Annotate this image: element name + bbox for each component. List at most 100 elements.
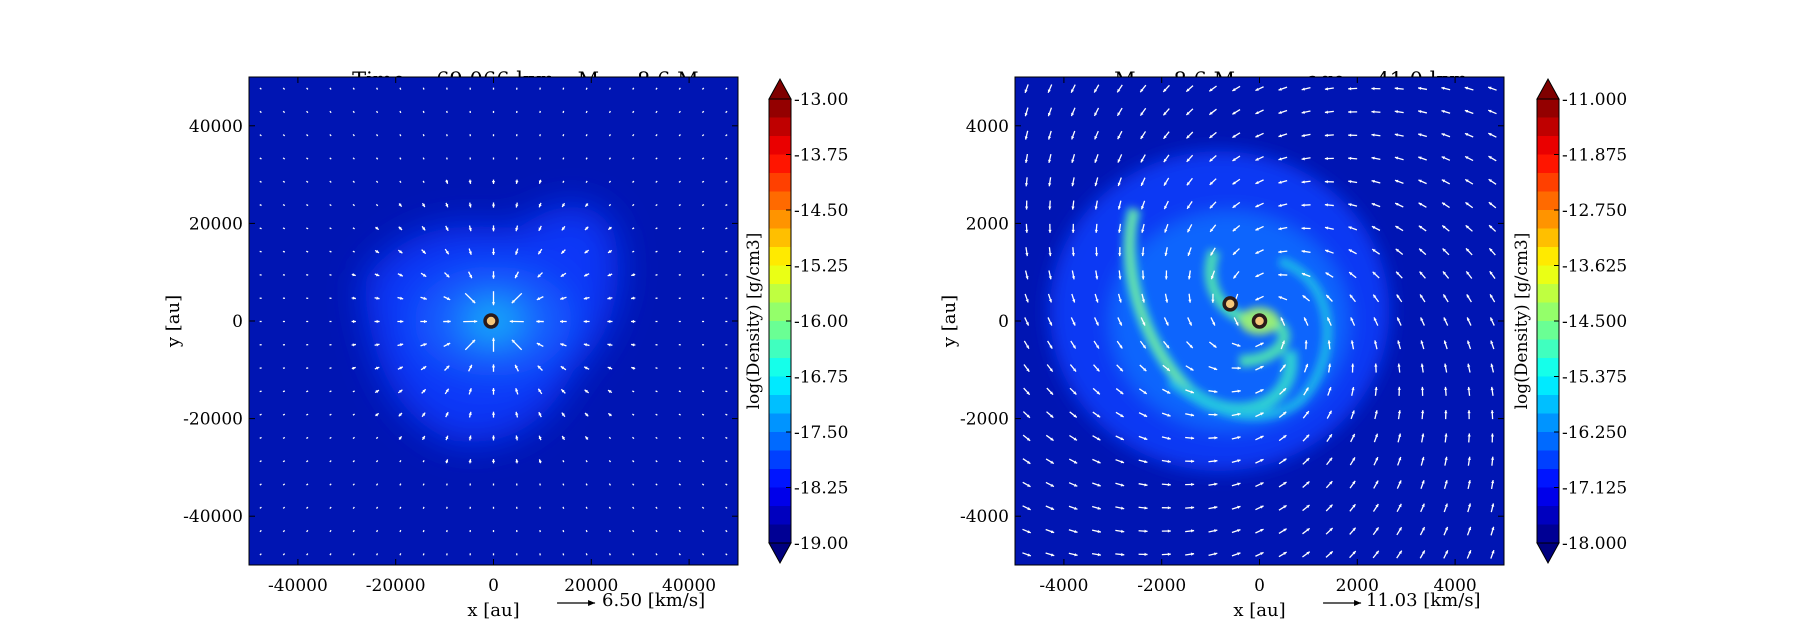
right-velocity-arrowhead: [1214, 482, 1218, 486]
right-colorbar-segment: [1537, 228, 1559, 248]
left-velocity-arrow: [585, 506, 588, 509]
right-velocity-arrowhead: [1255, 204, 1259, 208]
left-velocity-arrowhead: [376, 343, 380, 347]
right-velocity-arrowhead: [1352, 551, 1356, 555]
right-velocity-arrowhead: [1420, 386, 1425, 390]
right-velocity-arrowhead: [1255, 180, 1259, 184]
right-velocity-arrowhead: [1073, 483, 1078, 487]
right-velocity-arrowhead: [1491, 480, 1495, 484]
left-velocity-arrow: [375, 436, 379, 440]
left-y-axis-label: y [au]: [163, 295, 184, 348]
left-velocity-arrow: [725, 180, 728, 183]
right-velocity-arrowhead: [1142, 322, 1146, 326]
right-velocity-arrowhead: [1140, 112, 1144, 116]
right-velocity-arrowhead: [1397, 410, 1402, 414]
left-velocity-arrow: [422, 529, 425, 533]
right-panel: M* = 8.6 M⊙ age = 41.0 kyr -4000-2000020…: [900, 0, 1800, 630]
left-velocity-arrow: [655, 483, 658, 486]
left-velocity-arrowhead: [469, 274, 472, 279]
left-velocity-arrowhead: [468, 435, 472, 439]
left-velocity-arrow: [329, 460, 332, 463]
right-velocity-arrowhead: [1237, 505, 1241, 509]
left-velocity-arrowhead: [399, 366, 403, 370]
left-velocity-arrowhead: [585, 436, 589, 440]
right-velocity-arrowhead: [1441, 86, 1445, 90]
right-velocity-arrowhead: [1490, 317, 1494, 321]
left-velocity-arrow: [678, 227, 681, 230]
right-envelope: [1049, 151, 1390, 471]
right-velocity-arrowhead: [1049, 368, 1053, 372]
right-velocity-arrowhead: [1210, 252, 1214, 256]
left-colorbar: -13.00 -13.75 -14.50 -15.25 -16.00 -16.75 -17.…: [744, 77, 848, 565]
left-velocity-arrow: [352, 413, 355, 416]
right-velocity-arrowhead: [1398, 433, 1402, 437]
right-velocity-arrowhead: [1164, 229, 1168, 233]
right-velocity-arrowhead: [1166, 367, 1170, 371]
left-colorbar-tick-label: -18.25: [794, 479, 848, 499]
right-velocity-arrowhead: [1489, 225, 1493, 229]
right-velocity-arrowhead: [1419, 271, 1423, 275]
left-velocity-arrow: [562, 134, 565, 137]
right-velocity-arrowhead: [1163, 158, 1167, 163]
right-colorbar-segment: [1537, 191, 1559, 211]
right-velocity-arrowhead: [1255, 157, 1259, 161]
right-velocity-arrowhead: [1350, 317, 1354, 321]
left-colorbar-segment: [769, 210, 791, 229]
left-velocity-arrow: [701, 204, 705, 207]
left-velocity-arrowhead: [352, 273, 356, 277]
right-velocity-arrowhead: [1375, 504, 1379, 508]
right-velocity-arrowhead: [1278, 110, 1282, 114]
left-velocity-arrow: [259, 204, 262, 207]
left-velocity-arrow: [608, 134, 612, 137]
left-velocity-arrowhead: [398, 436, 402, 440]
right-velocity-arrowhead: [1281, 340, 1285, 344]
left-velocity-arrow: [376, 87, 379, 90]
right-velocity-arrowhead: [1120, 437, 1124, 441]
left-velocity-arrowhead: [560, 343, 564, 347]
right-velocity-arrowhead: [1144, 529, 1148, 533]
left-velocity-arrow: [329, 436, 332, 440]
right-velocity-arrowhead: [1094, 112, 1098, 116]
right-velocity-arrowhead: [1190, 413, 1195, 417]
left-velocity-arrow: [585, 157, 588, 160]
left-velocity-arrow: [259, 87, 262, 90]
right-velocity-arrowhead: [1209, 111, 1213, 115]
left-colorbar-tick-label: -13.75: [794, 146, 848, 166]
right-velocity-arrowhead: [1278, 180, 1282, 184]
right-velocity-arrowhead: [1071, 89, 1074, 93]
right-velocity-field: [1022, 84, 1497, 559]
left-velocity-arrow: [329, 413, 332, 416]
right-velocity-arrowhead: [1094, 182, 1098, 187]
right-velocity-arrowhead: [1467, 433, 1471, 437]
right-velocity-arrowhead: [1186, 111, 1190, 116]
right-velocity-arrowhead: [1094, 89, 1098, 93]
left-colorbar-segment: [769, 506, 791, 525]
left-velocity-arrowhead: [445, 435, 449, 440]
right-chart-svg: -4000 -2000 0 2000 4000 -4000 -2000 0 2000 4000 x …: [939, 76, 1627, 621]
right-velocity-arrowhead: [1163, 135, 1167, 139]
left-velocity-arrow: [282, 553, 286, 556]
left-velocity-arrow: [352, 227, 355, 230]
left-velocity-arrowhead: [536, 343, 541, 346]
right-velocity-arrowhead: [1117, 159, 1121, 163]
left-velocity-arrow: [725, 390, 728, 393]
right-velocity-arrowhead: [1117, 229, 1122, 233]
left-velocity-arrow: [562, 506, 565, 509]
right-velocity-arrowhead: [1120, 506, 1125, 510]
left-velocity-arrow: [329, 134, 332, 137]
left-velocity-arrow: [375, 460, 379, 463]
right-velocity-arrowhead: [1027, 530, 1031, 534]
left-velocity-arrowhead: [375, 249, 379, 253]
left-velocity-arrow: [562, 87, 565, 90]
left-velocity-arrowhead: [561, 227, 565, 231]
right-velocity-arrowhead: [1260, 435, 1264, 439]
right-velocity-arrowhead: [1144, 460, 1148, 464]
left-velocity-arrow: [422, 483, 425, 486]
right-velocity-arrowhead: [1097, 506, 1101, 510]
left-velocity-arrow: [632, 413, 635, 416]
right-velocity-arrowhead: [1025, 322, 1029, 326]
left-velocity-arrow: [725, 250, 728, 253]
right-velocity-arrowhead: [1072, 368, 1077, 372]
right-velocity-arrowhead: [1167, 529, 1171, 533]
left-velocity-arrow: [678, 180, 681, 183]
